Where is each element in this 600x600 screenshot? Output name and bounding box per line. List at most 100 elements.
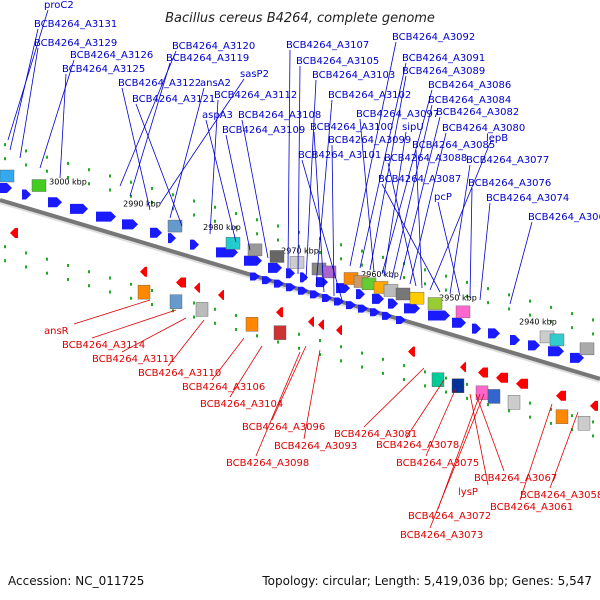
- forward-leader: [469, 187, 473, 299]
- track-tick: [88, 168, 90, 172]
- forward-gene-label: BCB4264_A3084: [428, 95, 511, 106]
- reverse-gene-label: BCB4264_A3110: [138, 368, 221, 379]
- forward-leader: [315, 99, 333, 287]
- track-tick: [361, 365, 363, 369]
- track-tick: [340, 345, 342, 349]
- forward-gene-label: ansA2: [200, 78, 231, 89]
- forward-gene-label: pcP: [434, 192, 452, 203]
- forward-gene-label: sasP2: [240, 69, 269, 80]
- track-tick: [571, 414, 573, 418]
- scale-tick-label: 2970 kbp: [281, 246, 319, 255]
- track-tick: [130, 282, 132, 286]
- track-tick: [592, 420, 594, 424]
- track-tick: [529, 299, 531, 303]
- track-tick: [25, 265, 27, 269]
- forward-gene: [190, 239, 199, 250]
- forward-gene: [310, 290, 320, 299]
- track-tick: [571, 312, 573, 316]
- reverse-gene-label: BCB4264_A3081: [334, 429, 417, 440]
- track-tick: [592, 332, 594, 336]
- track-tick: [4, 245, 6, 249]
- scale-tick-label: 2990 kbp: [123, 199, 161, 208]
- reverse-gene-label: BCB4264_A3093: [274, 441, 357, 452]
- track-tick: [214, 321, 216, 325]
- track-tick: [466, 382, 468, 386]
- track-tick: [319, 353, 321, 357]
- forward-feature: [579, 342, 595, 356]
- track-tick: [571, 326, 573, 330]
- forward-gene-label: BCB4264_A3112: [214, 90, 297, 101]
- forward-gene-label: BCB4264_A3103: [312, 70, 395, 81]
- forward-gene: [250, 272, 260, 281]
- reverse-gene: [590, 400, 598, 411]
- track-tick: [214, 219, 216, 223]
- forward-feature: [455, 305, 471, 319]
- forward-gene: [570, 352, 584, 363]
- forward-leader: [241, 119, 269, 259]
- forward-feature: [289, 256, 305, 269]
- track-tick: [445, 376, 447, 380]
- reverse-gene: [496, 372, 508, 383]
- track-tick: [25, 163, 27, 167]
- forward-gene: [286, 268, 295, 279]
- forward-gene: [70, 203, 88, 214]
- reverse-gene: [218, 289, 224, 300]
- track-tick: [361, 351, 363, 355]
- reverse-gene: [556, 390, 566, 401]
- track-tick: [340, 359, 342, 363]
- genome-summary-text: Topology: circular; Length: 5,419,036 bp…: [262, 574, 592, 588]
- reverse-gene: [194, 282, 200, 293]
- track-tick: [109, 276, 111, 280]
- track-tick: [403, 378, 405, 382]
- track-tick: [424, 268, 426, 272]
- reverse-leader: [429, 393, 485, 529]
- track-tick: [151, 302, 153, 306]
- track-tick: [235, 314, 237, 318]
- track-tick: [67, 161, 69, 165]
- track-tick: [151, 186, 153, 190]
- forward-leader: [209, 99, 219, 235]
- track-tick: [4, 259, 6, 263]
- reverse-feature: [475, 385, 489, 401]
- reverse-gene: [308, 316, 314, 327]
- reverse-feature: [169, 294, 183, 309]
- track-tick: [403, 364, 405, 368]
- track-tick: [172, 193, 174, 197]
- forward-leader: [121, 87, 151, 211]
- reverse-leader: [255, 351, 301, 457]
- track-tick: [382, 357, 384, 361]
- reverse-leader: [91, 309, 177, 339]
- reverse-gene-label: BCB4264_A3058: [520, 490, 600, 501]
- forward-gene: [0, 183, 12, 193]
- track-tick: [151, 200, 153, 204]
- reverse-leader: [271, 345, 307, 421]
- forward-leader: [391, 104, 433, 279]
- reverse-leader: [211, 337, 245, 381]
- reverse-feature: [431, 372, 445, 387]
- forward-leader: [359, 62, 407, 269]
- forward-feature: [395, 287, 411, 301]
- forward-gene-label: BCB4264_A3122: [118, 78, 201, 89]
- forward-gene-label: BCB4264_A3131: [34, 19, 117, 30]
- forward-gene: [268, 262, 282, 273]
- reverse-leader: [229, 345, 263, 398]
- forward-leader: [429, 142, 491, 291]
- track-tick: [214, 205, 216, 209]
- reverse-gene-label: BCB4264_A3073: [400, 530, 483, 541]
- track-tick: [445, 288, 447, 292]
- track-tick: [403, 276, 405, 280]
- forward-gene-label: BCB4264_A3107: [286, 40, 369, 51]
- forward-leader: [415, 149, 423, 289]
- track-tick: [529, 415, 531, 419]
- forward-leader: [449, 164, 471, 295]
- forward-gene-label: BCB4264_A3097: [356, 109, 439, 120]
- reverse-feature: [195, 302, 209, 317]
- track-tick: [550, 305, 552, 309]
- forward-gene-label: BCB4264_A3109: [222, 125, 305, 136]
- forward-gene-label: BCB4264_A3086: [428, 80, 511, 91]
- forward-gene: [396, 316, 406, 325]
- reverse-feature: [555, 409, 569, 424]
- track-tick: [466, 280, 468, 284]
- reverse-gene-label: BCB4264_A3104: [200, 399, 283, 410]
